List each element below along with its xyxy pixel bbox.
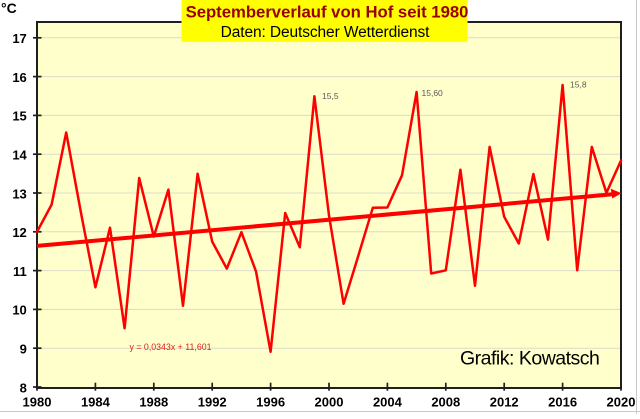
svg-text:17: 17 bbox=[12, 31, 26, 46]
svg-text:2000: 2000 bbox=[315, 395, 344, 410]
svg-text:13: 13 bbox=[12, 186, 26, 201]
svg-text:15,8: 15,8 bbox=[570, 80, 587, 90]
svg-text:1988: 1988 bbox=[139, 395, 168, 410]
svg-text:2012: 2012 bbox=[490, 395, 519, 410]
svg-text:°C: °C bbox=[1, 0, 17, 16]
svg-text:14: 14 bbox=[12, 148, 27, 163]
svg-text:11: 11 bbox=[13, 264, 27, 279]
svg-text:1996: 1996 bbox=[256, 395, 285, 410]
svg-text:9: 9 bbox=[20, 342, 27, 357]
svg-text:y = 0,0343x + 11,601: y = 0,0343x + 11,601 bbox=[130, 342, 212, 352]
svg-text:8: 8 bbox=[20, 380, 27, 395]
svg-text:1992: 1992 bbox=[198, 395, 227, 410]
svg-text:Septemberverlauf von Hof seit: Septemberverlauf von Hof seit 1980 bbox=[186, 2, 469, 21]
svg-text:2004: 2004 bbox=[373, 395, 403, 410]
svg-text:15,60: 15,60 bbox=[422, 88, 444, 98]
svg-text:1984: 1984 bbox=[81, 395, 111, 410]
svg-text:2020: 2020 bbox=[607, 395, 636, 410]
svg-text:16: 16 bbox=[12, 70, 26, 85]
svg-text:Daten: Deutscher Wetterdienst: Daten: Deutscher Wetterdienst bbox=[221, 24, 431, 41]
svg-text:15: 15 bbox=[12, 109, 26, 124]
svg-text:15,5: 15,5 bbox=[322, 91, 339, 101]
svg-text:Grafik: Kowatsch: Grafik: Kowatsch bbox=[460, 348, 599, 370]
svg-text:1980: 1980 bbox=[23, 395, 52, 410]
svg-text:10: 10 bbox=[12, 303, 26, 318]
svg-text:2008: 2008 bbox=[431, 395, 460, 410]
svg-text:2016: 2016 bbox=[548, 395, 577, 410]
svg-text:12: 12 bbox=[12, 225, 26, 240]
